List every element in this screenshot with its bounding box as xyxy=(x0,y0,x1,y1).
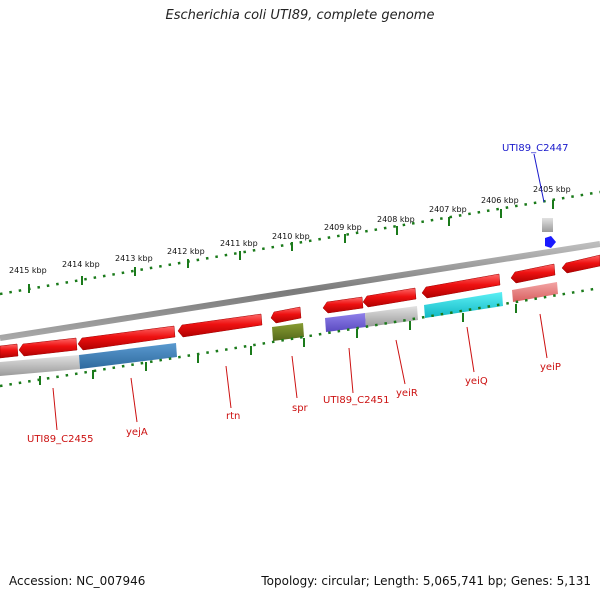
cds-arrow[interactable] xyxy=(421,273,501,299)
scale-label: 2410 kbp xyxy=(272,232,310,241)
highlight-gene-arrow[interactable] xyxy=(545,236,556,248)
scale-label: 2411 kbp xyxy=(220,239,258,248)
band-grey xyxy=(365,306,418,327)
outer-major-ticks xyxy=(28,200,554,293)
inner-scale-line xyxy=(0,286,600,388)
cds-arrow[interactable] xyxy=(322,296,364,314)
genome-title: Escherichia coli UTI89, complete genome xyxy=(165,8,435,23)
scale-label: 2407 kbp xyxy=(429,205,467,214)
scale-label: 2408 kbp xyxy=(377,215,415,224)
gene-label-yeir[interactable]: yeiR xyxy=(396,388,418,399)
leader-lines xyxy=(52,153,548,431)
scale-label: 2415 kbp xyxy=(9,266,47,275)
gene-label-yeiq[interactable]: yeiQ xyxy=(465,376,488,387)
gene-label-yeip[interactable]: yeiP xyxy=(540,362,561,373)
cds-arrow[interactable] xyxy=(77,325,176,351)
gene-label-spr[interactable]: spr xyxy=(292,403,309,414)
scale-label: 2412 kbp xyxy=(167,247,205,256)
cds-arrow[interactable] xyxy=(18,337,78,357)
band-olive xyxy=(272,323,304,341)
function-bands xyxy=(0,282,558,376)
gene-labels: UTI89_C2447 UTI89_C2455 yejA rtn spr UTI… xyxy=(27,143,569,445)
band-pink xyxy=(512,282,558,302)
small-grey-gene[interactable] xyxy=(542,218,553,232)
band-cyan xyxy=(424,292,503,318)
band-blue xyxy=(79,343,177,369)
gene-label-utc2451[interactable]: UTI89_C2451 xyxy=(323,395,390,406)
scale-label: 2413 kbp xyxy=(115,254,153,263)
cds-arrow[interactable] xyxy=(270,306,302,324)
outer-scale-line xyxy=(0,190,600,296)
cds-arrow[interactable] xyxy=(561,254,600,274)
accession-text: Accession: NC_007946 xyxy=(9,574,146,588)
scale-label: 2405 kbp xyxy=(533,185,571,194)
cds-arrow[interactable] xyxy=(0,343,19,359)
band-purple xyxy=(325,313,366,332)
genome-backbone xyxy=(0,241,600,341)
band-grey xyxy=(0,355,80,376)
forward-strand-genes xyxy=(0,254,600,359)
scale-labels: 2415 kbp 2414 kbp 2413 kbp 2412 kbp 2411… xyxy=(9,185,571,275)
cds-arrow[interactable] xyxy=(362,287,417,308)
scale-label: 2409 kbp xyxy=(324,223,362,232)
genome-summary-text: Topology: circular; Length: 5,065,741 bp… xyxy=(261,574,591,588)
gene-label-rtn[interactable]: rtn xyxy=(226,411,240,422)
cds-arrow[interactable] xyxy=(177,313,263,338)
scale-label: 2414 kbp xyxy=(62,260,100,269)
inner-major-ticks xyxy=(39,304,517,385)
gene-label-utc2447[interactable]: UTI89_C2447 xyxy=(502,143,569,154)
gene-label-utc2455[interactable]: UTI89_C2455 xyxy=(27,434,94,445)
gene-label-yeja[interactable]: yejA xyxy=(126,427,148,438)
scale-label: 2406 kbp xyxy=(481,196,519,205)
cds-arrow[interactable] xyxy=(510,263,556,284)
